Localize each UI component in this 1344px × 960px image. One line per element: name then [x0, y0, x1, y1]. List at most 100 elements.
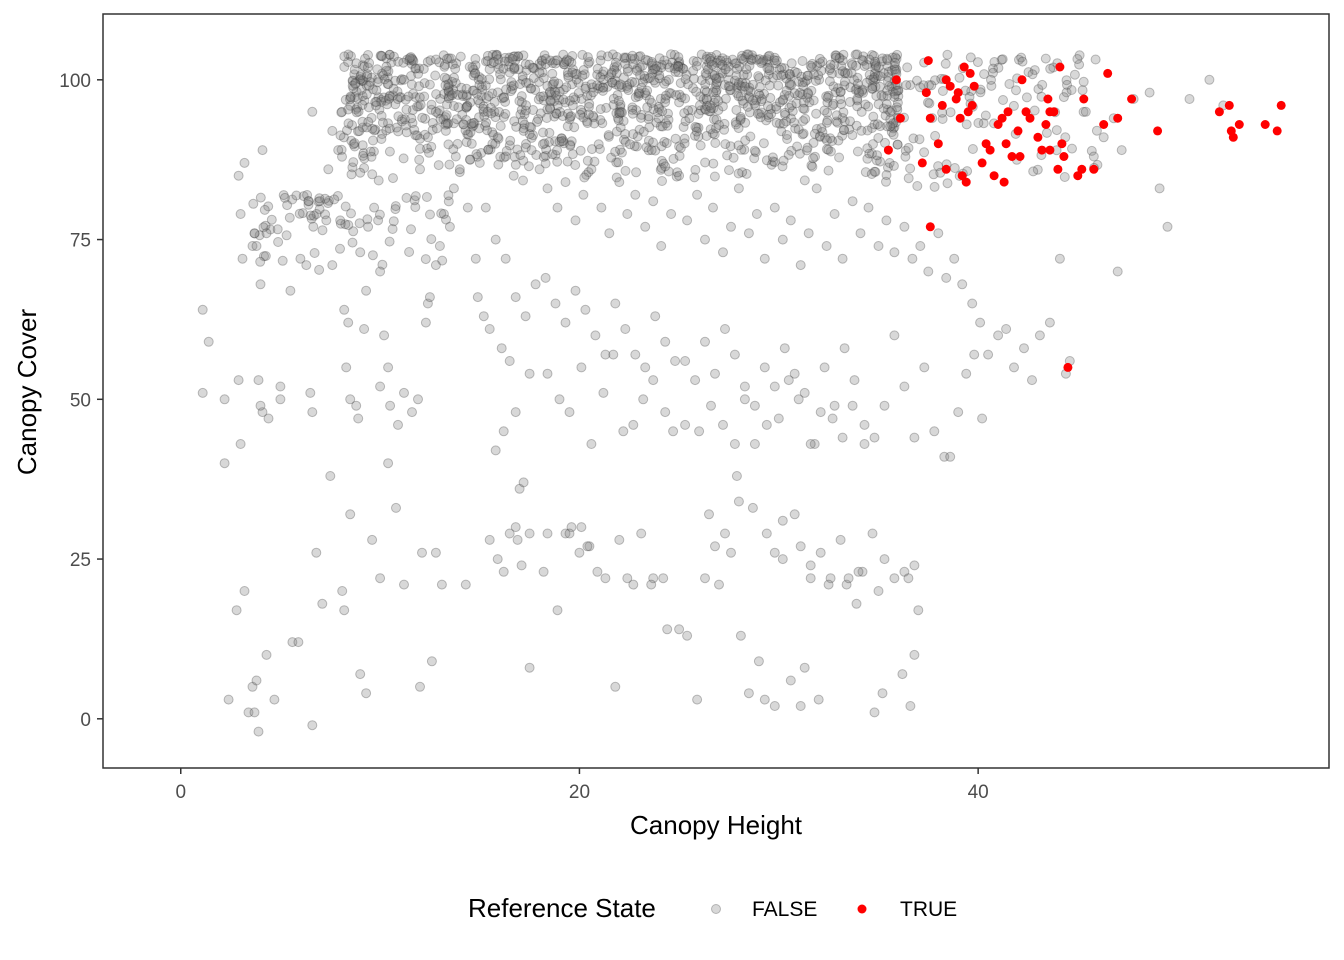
- point-false: [950, 254, 959, 263]
- point-false: [623, 210, 632, 219]
- point-false: [356, 670, 365, 679]
- point-true: [970, 82, 979, 91]
- point-false: [364, 117, 373, 126]
- point-false: [467, 139, 476, 148]
- point-false: [822, 118, 831, 127]
- point-false: [1099, 133, 1108, 142]
- point-false: [364, 103, 373, 112]
- point-false: [485, 535, 494, 544]
- point-false: [416, 165, 425, 174]
- point-false: [349, 158, 358, 167]
- point-false: [631, 190, 640, 199]
- point-false: [890, 248, 899, 257]
- point-false: [368, 251, 377, 260]
- point-false: [285, 213, 294, 222]
- point-false: [1059, 93, 1068, 102]
- point-false: [525, 369, 534, 378]
- point-true: [1099, 120, 1108, 129]
- point-false: [539, 128, 548, 137]
- point-false: [579, 190, 588, 199]
- point-false: [742, 65, 751, 74]
- point-false: [334, 146, 343, 155]
- point-false: [449, 184, 458, 193]
- point-false: [623, 574, 632, 583]
- point-false: [882, 171, 891, 180]
- point-false: [915, 135, 924, 144]
- point-false: [621, 325, 630, 334]
- point-false: [1010, 363, 1019, 372]
- point-false: [741, 118, 750, 127]
- point-false: [441, 81, 450, 90]
- point-false: [854, 567, 863, 576]
- point-false: [690, 173, 699, 182]
- point-false: [838, 254, 847, 263]
- point-true: [1004, 107, 1013, 116]
- point-false: [308, 408, 317, 417]
- point-false: [435, 242, 444, 251]
- point-false: [491, 235, 500, 244]
- point-false: [262, 229, 271, 238]
- point-false: [886, 122, 895, 131]
- point-false: [799, 104, 808, 113]
- point-false: [812, 184, 821, 193]
- point-true: [1153, 126, 1162, 135]
- point-false: [415, 93, 424, 102]
- point-false: [306, 388, 315, 397]
- point-false: [778, 555, 787, 564]
- point-false: [366, 147, 375, 156]
- point-false: [880, 401, 889, 410]
- point-false: [344, 105, 353, 114]
- point-false: [581, 305, 590, 314]
- point-false: [808, 162, 817, 171]
- point-false: [615, 535, 624, 544]
- point-false: [584, 110, 593, 119]
- point-false: [800, 663, 809, 672]
- point-false: [294, 638, 303, 647]
- point-false: [902, 81, 911, 90]
- point-false: [258, 146, 267, 155]
- point-false: [647, 58, 656, 67]
- point-false: [483, 51, 492, 60]
- point-false: [779, 95, 788, 104]
- point-false: [701, 337, 710, 346]
- point-false: [711, 139, 720, 148]
- point-false: [414, 395, 423, 404]
- point-false: [973, 58, 982, 67]
- point-false: [830, 401, 839, 410]
- point-false: [506, 136, 515, 145]
- point-false: [1067, 86, 1076, 95]
- point-false: [459, 120, 468, 129]
- point-false: [874, 587, 883, 596]
- point-false: [878, 689, 887, 698]
- point-false: [252, 676, 261, 685]
- point-false: [579, 66, 588, 75]
- point-false: [256, 193, 265, 202]
- point-false: [779, 156, 788, 165]
- point-false: [628, 51, 637, 60]
- point-true: [954, 88, 963, 97]
- point-false: [583, 53, 592, 62]
- point-false: [691, 376, 700, 385]
- point-false: [282, 231, 291, 240]
- point-false: [399, 75, 408, 84]
- point-false: [727, 222, 736, 231]
- point-false: [709, 203, 718, 212]
- point-false: [346, 510, 355, 519]
- point-false: [836, 87, 845, 96]
- point-false: [848, 401, 857, 410]
- point-false: [914, 606, 923, 615]
- point-false: [415, 155, 424, 164]
- point-false: [278, 256, 287, 265]
- point-false: [589, 88, 598, 97]
- point-false: [943, 179, 952, 188]
- point-false: [401, 121, 410, 130]
- point-false: [730, 440, 739, 449]
- point-false: [377, 111, 386, 120]
- point-false: [662, 139, 671, 148]
- point-false: [835, 153, 844, 162]
- point-false: [794, 395, 803, 404]
- point-false: [404, 92, 413, 101]
- point-false: [822, 136, 831, 145]
- point-true: [1229, 133, 1238, 142]
- point-false: [864, 203, 873, 212]
